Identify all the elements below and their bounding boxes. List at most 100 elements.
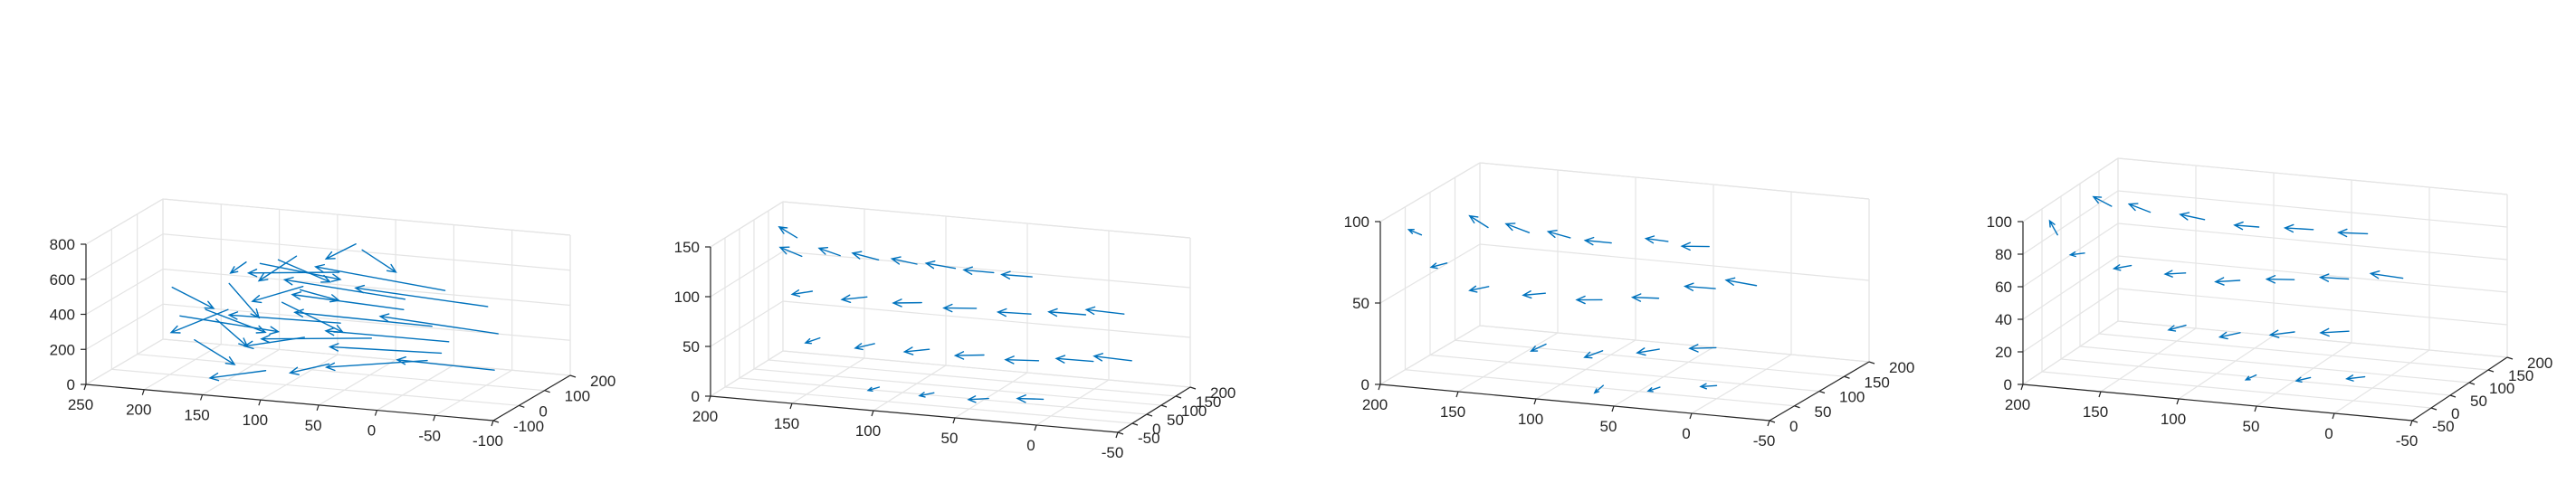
x-tick-mark	[2098, 391, 2102, 398]
grid-line	[724, 386, 1133, 424]
quiver-arrow	[288, 363, 330, 375]
grid-line	[1479, 325, 1870, 363]
quiver-arrow	[324, 359, 428, 372]
quiver-arrow	[778, 225, 798, 239]
quiver-arrow	[2233, 221, 2260, 231]
grid-lines	[1379, 162, 1870, 421]
quiver-arrow	[790, 289, 814, 298]
quiver-arrows	[1407, 214, 1758, 394]
quiver-arrow	[313, 263, 446, 291]
x-tick-mark	[1455, 391, 1459, 398]
quiver-arrow	[361, 249, 397, 273]
y-tick-mark	[1175, 395, 1182, 399]
tick-labels: 200 150 100 50 0 -50-500501001502000204060801…	[1987, 213, 2553, 450]
grid-line	[2022, 255, 2119, 320]
quiver-arrow	[1522, 290, 1546, 299]
x-tick-mark	[258, 399, 262, 406]
grid-line	[954, 372, 1028, 419]
x-tick-mark	[1767, 420, 1770, 427]
y-tick-mark	[2449, 394, 2457, 398]
y-axis	[492, 374, 571, 421]
x-tick-label: -50	[2396, 432, 2419, 450]
grid-line	[873, 365, 947, 412]
quiver-arrow	[1429, 262, 1448, 270]
x-tick-label: 100	[243, 412, 268, 429]
z-tick-label: 0	[67, 376, 75, 393]
quiver-arrow	[2218, 331, 2241, 340]
x-axis	[2022, 384, 2413, 421]
y-tick-label: 200	[590, 373, 615, 390]
z-tick-label: 0	[2004, 376, 2012, 393]
x-tick-label: 150	[1440, 403, 1465, 421]
grid-line	[782, 300, 1191, 338]
quiver-arrow	[778, 246, 803, 258]
quiver-arrow	[277, 259, 332, 283]
x-tick-mark	[2254, 405, 2257, 412]
y-tick-label: 200	[1889, 359, 1914, 376]
grid-line	[1429, 354, 1820, 393]
z-tick-label: 400	[50, 307, 75, 324]
quiver-arrow	[1699, 383, 1718, 390]
quiver-arrow	[817, 246, 841, 257]
tick-labels: 250 200 150 100 50 0 -50 -100-10001002000200400…	[50, 236, 616, 450]
y-tick-mark	[492, 420, 500, 423]
quiver-arrow	[2268, 329, 2295, 338]
quiver-panel-4: 200 150 100 50 0 -50-500501001502000204060801…	[1987, 157, 2553, 450]
grid-line	[710, 300, 784, 347]
quiver-panel-1: 250 200 150 100 50 0 -50 -100-10001002000200400…	[50, 198, 616, 450]
y-tick-mark	[1117, 431, 1124, 435]
box-edge	[85, 198, 164, 245]
x-tick-label: 200	[1362, 396, 1388, 413]
quiver-arrow	[2112, 264, 2132, 271]
x-tick-label: 50	[305, 417, 322, 434]
x-axis	[1379, 384, 1770, 421]
x-axis	[710, 395, 1119, 433]
x-tick-label: -50	[1753, 432, 1776, 450]
y-tick-mark	[1189, 386, 1197, 390]
quiver-arrow	[257, 255, 298, 282]
grid-line	[260, 354, 339, 401]
quiver-arrow	[1004, 355, 1040, 365]
z-tick-label: 60	[1995, 279, 2012, 296]
y-tick-label: 100	[2489, 380, 2514, 397]
z-tick-label: 80	[1995, 246, 2012, 263]
grid-line	[2117, 255, 2508, 293]
z-tick-label: 20	[1995, 344, 2012, 361]
x-tick-mark	[374, 410, 377, 416]
quiver-arrow	[282, 277, 406, 300]
grid-lines	[710, 201, 1191, 433]
x-tick-label: -100	[472, 432, 503, 450]
y-tick-mark	[569, 374, 577, 378]
grid-line	[137, 354, 545, 392]
x-tick-label: 100	[1518, 411, 1543, 428]
y-tick-label: 100	[1839, 389, 1865, 406]
grid-line	[143, 344, 222, 391]
quiver-arrow	[1092, 353, 1132, 362]
quiver-arrow	[293, 308, 433, 327]
z-tick-label: 200	[50, 341, 75, 358]
box-edge	[710, 201, 784, 248]
quiver-arrow	[1546, 229, 1571, 239]
x-tick-mark	[2020, 384, 2024, 391]
y-tick-mark	[519, 404, 525, 408]
axes	[705, 246, 1197, 439]
quiver-arrow	[1688, 344, 1717, 353]
x-tick-mark	[1533, 398, 1537, 405]
x-tick-label: 200	[2005, 396, 2030, 413]
axes	[1375, 221, 1875, 427]
y-tick-label: -50	[1138, 430, 1160, 447]
quiver-arrow	[1583, 236, 1612, 246]
quiver-arrow	[229, 261, 247, 274]
quiver-arrow	[851, 251, 880, 260]
quiver-arrow	[227, 311, 341, 324]
x-tick-label: 200	[126, 402, 151, 419]
z-tick-label: 600	[50, 271, 75, 289]
quiver-arrow	[1407, 229, 1423, 236]
grid-line	[2022, 320, 2119, 385]
grid-line	[2178, 335, 2275, 400]
quiver-arrow	[2163, 270, 2187, 278]
grid-line	[791, 357, 865, 404]
x-tick-mark	[1611, 405, 1615, 412]
z-tick-label: 100	[1987, 213, 2012, 231]
quiver-arrow	[251, 286, 304, 304]
